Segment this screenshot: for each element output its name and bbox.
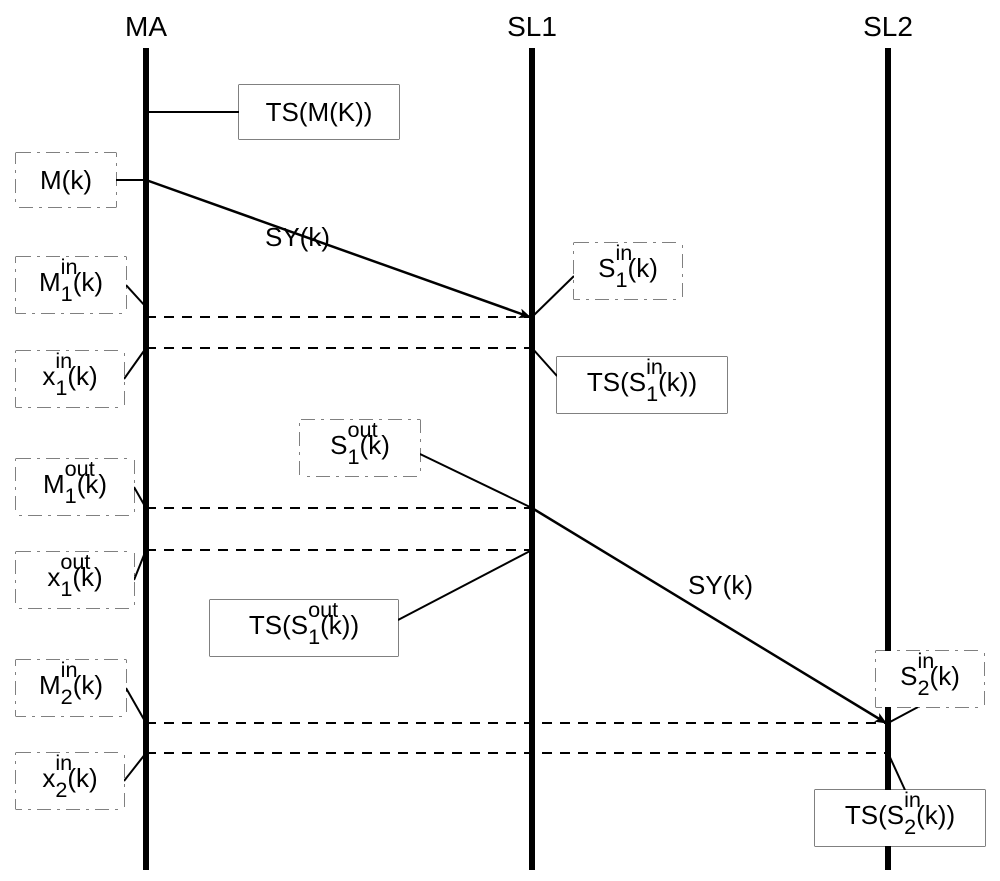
- box-m2in: M2in(k): [16, 660, 126, 716]
- box-text-mk: M(k): [40, 165, 92, 196]
- connector-2: [146, 180, 530, 317]
- diagram-stage: MA SL1 SL2 TS(M(K)) M(k) M1in(k) x1in(k) M1o…: [0, 0, 1000, 881]
- box-x1in: x1in(k): [16, 351, 124, 407]
- column-label-ma: MA: [106, 11, 186, 43]
- connector-20: [888, 707, 918, 723]
- box-text-s2in: S2in(k): [900, 661, 960, 697]
- box-s1out: S1out(k): [300, 420, 420, 476]
- box-m1out: M1out(k): [16, 459, 134, 515]
- box-s1in: S1in(k): [574, 243, 682, 299]
- connector-7: [532, 276, 574, 317]
- column-label-sl2: SL2: [848, 11, 928, 43]
- box-text-x1in: x1in(k): [42, 361, 97, 397]
- connector-18: [124, 753, 146, 781]
- box-ts_mk: TS(M(K)): [239, 85, 399, 139]
- box-text-ts_s1in: TS(S1in(k)): [587, 367, 697, 403]
- connector-9: [420, 454, 532, 508]
- svg-layer: [0, 0, 1000, 881]
- box-ts_s2in: TS(S2in(k)): [815, 790, 985, 846]
- box-text-s1in: S1in(k): [598, 253, 658, 289]
- box-text-m1out: M1out(k): [43, 469, 107, 505]
- box-text-ts_s1out: TS(S1out(k)): [249, 610, 359, 646]
- box-mk: M(k): [16, 153, 116, 207]
- connector-8: [532, 348, 557, 376]
- box-text-m2in: M2in(k): [39, 670, 103, 706]
- box-ts_s1in: TS(S1in(k)): [557, 357, 727, 413]
- box-x1out: x1out(k): [16, 552, 134, 608]
- connector-label-2: SY(k): [265, 222, 330, 253]
- box-text-m1in: M1in(k): [39, 267, 103, 303]
- box-text-s1out: S1out(k): [330, 430, 390, 466]
- box-text-ts_mk: TS(M(K)): [266, 97, 373, 128]
- connector-15: [532, 508, 886, 723]
- connector-label-15: SY(k): [688, 570, 753, 601]
- box-text-x2in: x2in(k): [42, 763, 97, 799]
- box-x2in: x2in(k): [16, 753, 124, 809]
- box-ts_s1out: TS(S1out(k)): [210, 600, 398, 656]
- box-s2in: S2in(k): [876, 651, 984, 707]
- connector-5: [124, 348, 146, 379]
- box-text-x1out: x1out(k): [47, 562, 102, 598]
- column-label-sl1: SL1: [492, 11, 572, 43]
- connector-14: [398, 550, 532, 620]
- box-text-ts_s2in: TS(S2in(k)): [845, 800, 955, 836]
- box-m1in: M1in(k): [16, 257, 126, 313]
